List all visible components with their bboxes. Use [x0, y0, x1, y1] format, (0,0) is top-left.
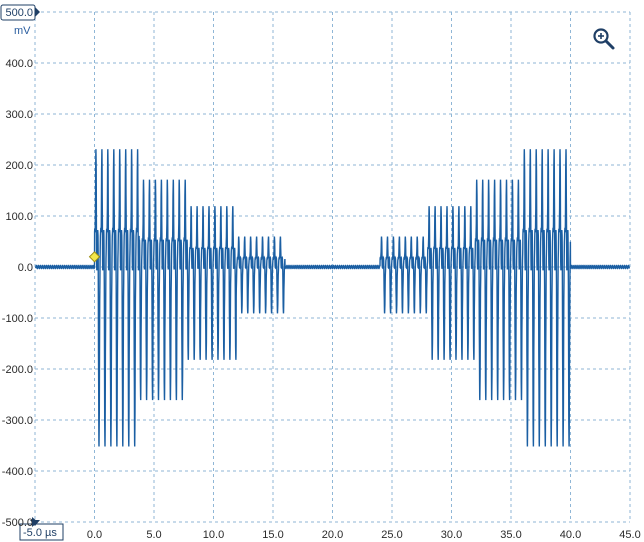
x-tick-label: 25.0: [381, 529, 402, 541]
x-tick-label: 40.0: [560, 529, 581, 541]
y-tick-label: 500.0: [5, 7, 33, 19]
y-top-label-box: 500.0: [0, 4, 40, 21]
y-bottom-marker[interactable]: [32, 517, 38, 527]
y-tick-label: 200.0: [5, 160, 33, 172]
x-tick-label: 30.0: [441, 529, 462, 541]
y-tick-label: -100.0: [2, 313, 33, 325]
trigger-marker[interactable]: [88, 251, 101, 263]
x-tick-label: 20.0: [322, 529, 343, 541]
y-tick-label: 0.0: [18, 262, 33, 274]
x-tick-label: 15.0: [262, 529, 283, 541]
y-axis-unit: mV: [14, 25, 31, 37]
zoom-in-icon[interactable]: [593, 28, 615, 50]
y-tick-label: 100.0: [5, 211, 33, 223]
x-tick-label: 0.0: [87, 529, 102, 541]
x-origin-box: [19, 523, 64, 541]
x-tick-label: 10.0: [203, 529, 224, 541]
y-tick-label: -300.0: [2, 415, 33, 427]
axis-labels: -5.0 µs 0.0 5.0 10.0 15.0 20.0 25.0 30.0 35.0 40.…: [0, 4, 641, 541]
y-tick-label: 400.0: [5, 58, 33, 70]
y-top-marker[interactable]: [35, 7, 40, 17]
signal-trace: [34, 149, 631, 447]
y-tick-label: -200.0: [2, 364, 33, 376]
y-tick-label: -400.0: [2, 466, 33, 478]
x-origin-label-box: -5.0 µs: [19, 520, 64, 541]
trace-line: [34, 149, 631, 447]
x-tick-label: -5.0 µs: [23, 527, 57, 539]
x-tick-label: 35.0: [500, 529, 521, 541]
y-tick-label: -500.0: [2, 517, 33, 529]
x-tick-label: 5.0: [146, 529, 161, 541]
x-tick-label: 45.0: [619, 529, 640, 541]
y-tick-label: 300.0: [5, 109, 33, 121]
